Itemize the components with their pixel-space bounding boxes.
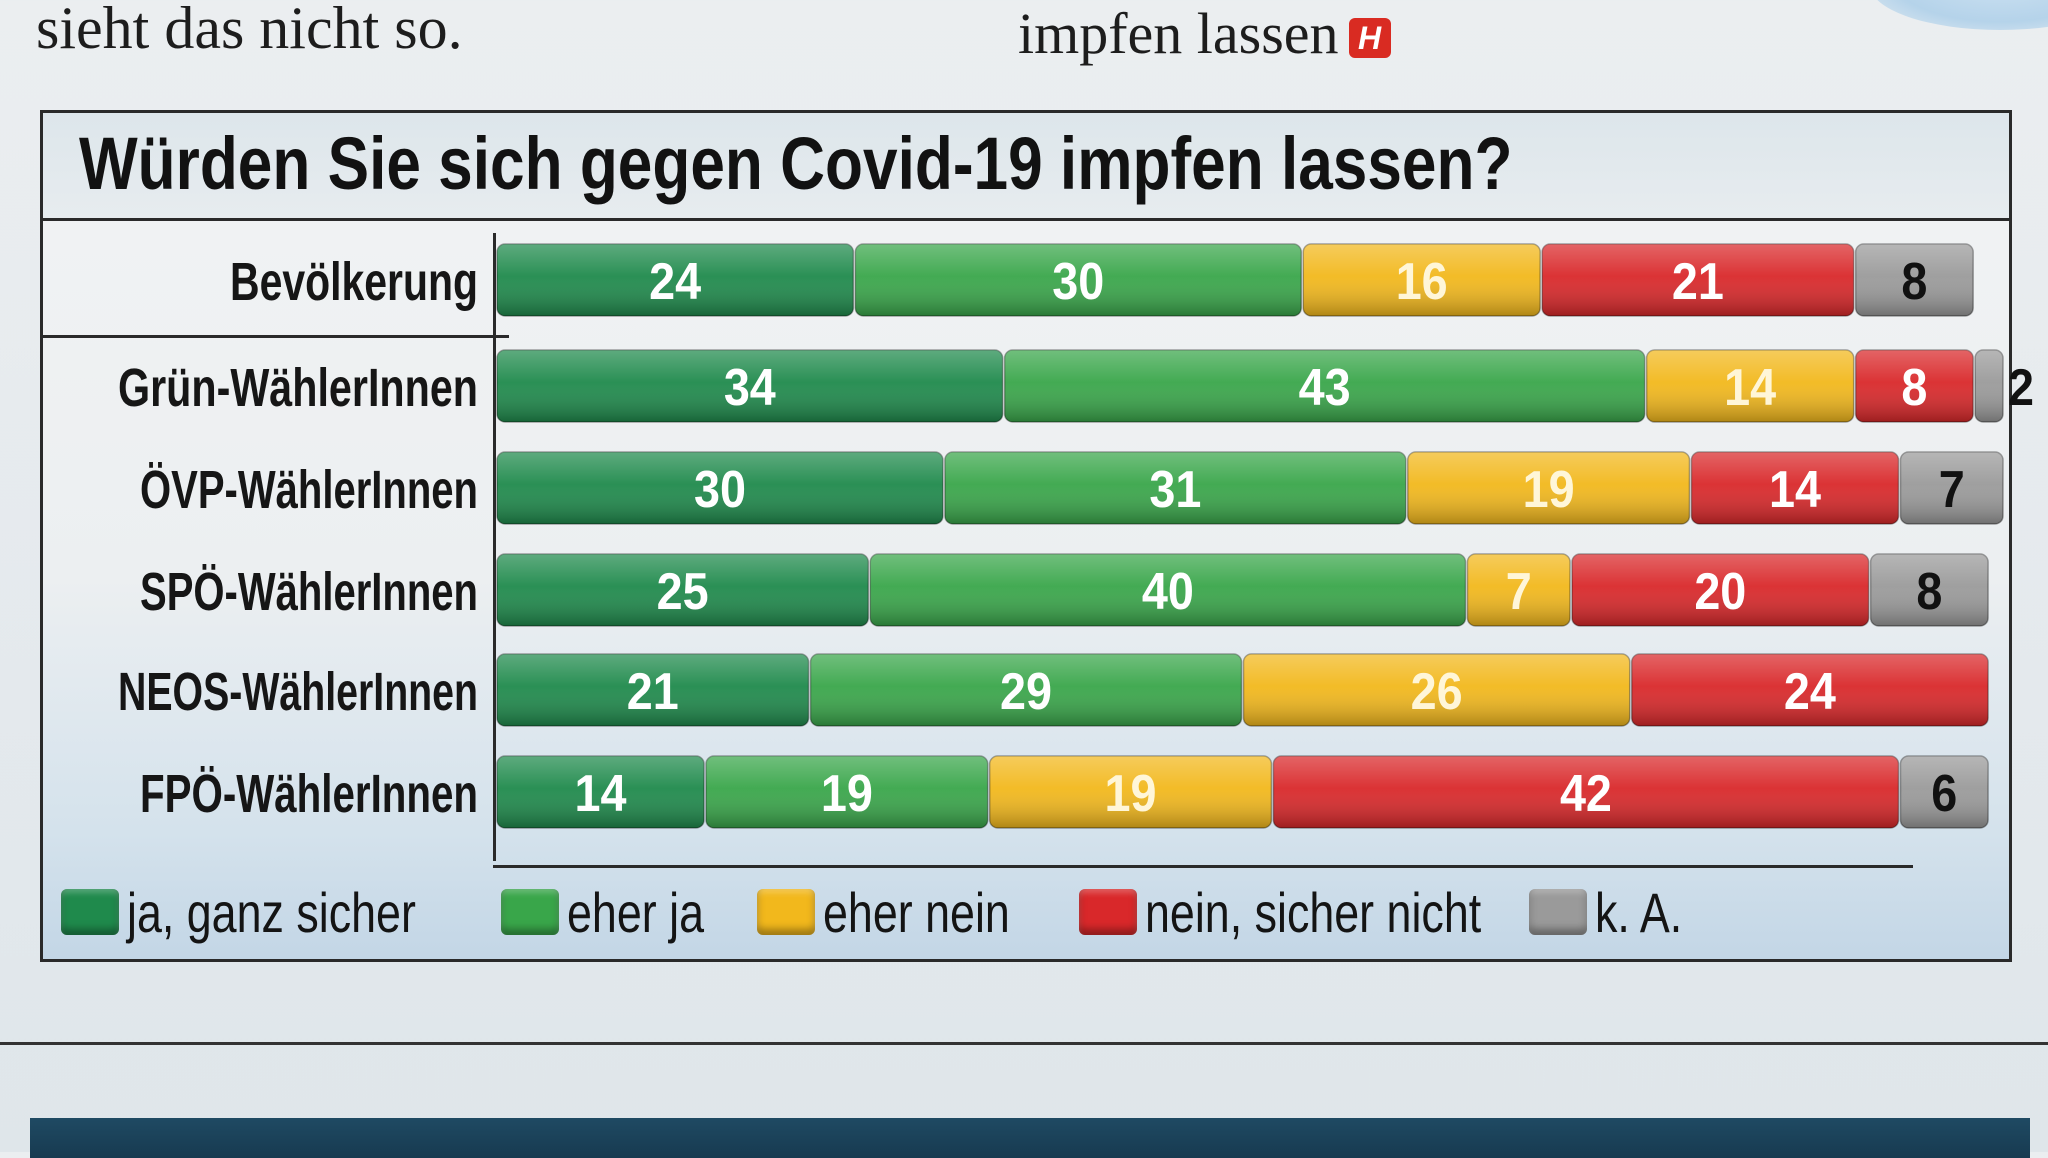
bar-segment <box>944 451 1407 525</box>
data-label: 24 <box>649 253 701 311</box>
header-center-label: impfen lassen <box>1018 1 1339 66</box>
title-band: Würden Sie sich gegen Covid-19 impfen la… <box>43 113 2009 221</box>
bar-segment <box>1899 755 1989 829</box>
data-label: 26 <box>1411 663 1463 721</box>
brand-logo-icon: H <box>1348 17 1391 58</box>
category-label: FPÖ-WählerInnen <box>140 764 478 824</box>
bar-segment <box>1630 653 1989 727</box>
data-label: 25 <box>657 563 709 621</box>
data-label: 8 <box>1901 359 1927 417</box>
legend: ja, ganz sicher eher ja eher nein nein, … <box>61 877 1999 947</box>
header-center-text: impfen lassen H <box>1018 0 1391 67</box>
legend-swatch <box>757 889 815 935</box>
bar-segment <box>1869 553 1989 627</box>
data-label: 34 <box>724 359 776 417</box>
data-label: 7 <box>1506 563 1532 621</box>
bar-segment <box>1854 349 1974 423</box>
category-label: NEOS-WählerInnen <box>118 662 478 722</box>
legend-label: nein, sicher nicht <box>1145 880 1482 944</box>
bar-segment <box>988 755 1273 829</box>
category-separator <box>43 335 509 338</box>
legend-swatch <box>1529 889 1587 935</box>
data-label: 14 <box>1769 461 1821 519</box>
legend-item: nein, sicher nicht <box>1079 877 1565 947</box>
data-label: 29 <box>1000 663 1052 721</box>
bar-segment <box>1974 349 2004 423</box>
bar-segment <box>496 653 810 727</box>
chart-axis-line <box>493 233 496 861</box>
legend-item: eher ja <box>501 877 738 947</box>
data-label: 14 <box>575 765 627 823</box>
data-label: 2 <box>2008 359 2034 417</box>
bar-segment <box>1571 553 1870 627</box>
bar-segment <box>496 349 1004 423</box>
bar-segment <box>1854 243 1974 317</box>
bar-segment <box>1242 653 1631 727</box>
page-divider <box>0 1042 2048 1045</box>
data-label: 30 <box>1052 253 1104 311</box>
header-left-text: sieht das nicht so. <box>36 0 463 61</box>
data-label: 40 <box>1142 563 1194 621</box>
category-label: Grün-WählerInnen <box>118 358 478 418</box>
chart-title: Würden Sie sich gegen Covid-19 impfen la… <box>79 122 1513 205</box>
bar-segment <box>1407 451 1691 525</box>
legend-label: eher ja <box>567 880 704 944</box>
bar-segment <box>1541 243 1855 317</box>
bar-segment <box>496 451 944 525</box>
legend-item: k. A. <box>1529 877 1704 947</box>
bottom-banner <box>30 1118 2030 1158</box>
category-label: Bevölkerung <box>230 252 478 312</box>
bar-segment <box>1272 755 1900 829</box>
bar-segment <box>1690 451 1900 525</box>
bar-segment <box>496 553 870 627</box>
bar-segment <box>1645 349 1855 423</box>
bar-segment <box>1899 451 2004 525</box>
data-label: 42 <box>1560 765 1612 823</box>
data-label: 14 <box>1724 359 1776 417</box>
legend-swatch <box>501 889 559 935</box>
category-label: ÖVP-WählerInnen <box>140 460 478 520</box>
data-label: 16 <box>1396 253 1448 311</box>
data-label: 21 <box>1672 253 1724 311</box>
data-label: 20 <box>1694 563 1746 621</box>
bar-segment <box>809 653 1243 727</box>
cropped-edge-text <box>2034 700 2048 980</box>
data-label: 21 <box>627 663 679 721</box>
bar-segment <box>496 755 705 829</box>
data-label: 24 <box>1784 663 1836 721</box>
data-label: 31 <box>1149 461 1201 519</box>
legend-swatch <box>1079 889 1137 935</box>
bar-segment <box>496 243 855 317</box>
data-label: 7 <box>1939 461 1965 519</box>
bar-segment <box>1003 349 1646 423</box>
legend-label: eher nein <box>823 880 1010 944</box>
legend-separator <box>493 865 1913 868</box>
data-label: 8 <box>1901 253 1927 311</box>
legend-item: eher nein <box>757 877 1057 947</box>
category-label: SPÖ-WählerInnen <box>140 562 478 622</box>
bar-segment <box>869 553 1467 627</box>
legend-label: k. A. <box>1595 880 1683 944</box>
bar-segment <box>1302 243 1541 317</box>
bar-segment <box>1466 553 1571 627</box>
bar-segment <box>854 243 1303 317</box>
legend-swatch <box>61 889 119 935</box>
bar-segment <box>705 755 989 829</box>
legend-item: ja, ganz sicher <box>61 877 488 947</box>
data-label: 8 <box>1916 563 1942 621</box>
data-label: 19 <box>821 765 873 823</box>
data-label: 30 <box>694 461 746 519</box>
data-label: 43 <box>1299 359 1351 417</box>
data-label: 6 <box>1931 765 1957 823</box>
legend-label: ja, ganz sicher <box>127 880 416 944</box>
data-label: 19 <box>1105 765 1157 823</box>
data-label: 19 <box>1523 461 1575 519</box>
